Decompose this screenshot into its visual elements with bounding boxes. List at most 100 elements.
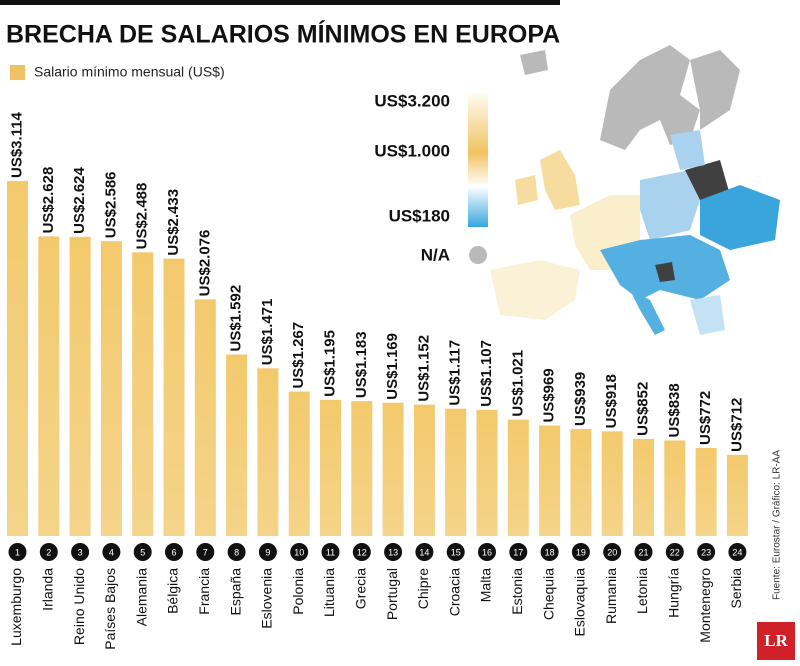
rank-badge: [8, 543, 27, 561]
rank-label: 19: [576, 547, 586, 557]
bar: [351, 401, 373, 536]
value-label: US$3.114: [8, 111, 25, 178]
rank-label: 8: [234, 547, 239, 557]
map-legend-gradient: [468, 92, 488, 227]
value-label: US$852: [634, 382, 651, 436]
rank-label: 5: [140, 547, 145, 557]
rank-badge: [384, 543, 403, 561]
value-label: US$918: [603, 374, 620, 428]
bar: [507, 419, 529, 536]
bar: [570, 428, 592, 536]
bar: [288, 391, 310, 536]
bar: [38, 236, 60, 536]
rank-badge: [728, 543, 747, 561]
bar: [601, 431, 623, 536]
rank-label: 22: [670, 547, 680, 557]
value-label: US$2.628: [40, 167, 57, 234]
bar: [194, 299, 216, 536]
rank-label: 17: [513, 547, 523, 557]
map: [490, 45, 780, 335]
rank-label: 13: [388, 547, 398, 557]
rank-badge: [540, 543, 559, 561]
rank-badge: [478, 543, 496, 561]
bar: [7, 181, 28, 536]
x-tick-label: Países Bajos: [102, 568, 118, 650]
rank-badge: [196, 543, 215, 561]
bar: [320, 399, 341, 536]
rank-label: 18: [545, 547, 555, 557]
rank-badge: [227, 543, 246, 561]
bar: [132, 252, 154, 537]
map-iberia: [490, 260, 580, 320]
value-label: US$838: [666, 383, 683, 437]
value-label: US$712: [728, 398, 745, 452]
rank-badge: [165, 543, 183, 561]
rank-badge: [697, 543, 716, 561]
x-tick-label: Croacia: [446, 568, 462, 616]
rank-label: 6: [171, 547, 176, 557]
x-tick-label: Malta: [478, 568, 494, 602]
map-legend-label: US$3.200: [374, 91, 450, 110]
rank-badge: [446, 543, 465, 561]
rank-badge: [258, 543, 277, 561]
bar: [726, 454, 748, 536]
map-ukraine: [700, 185, 780, 250]
bar: [69, 236, 91, 536]
bar: [664, 440, 686, 536]
bar: [382, 402, 404, 536]
rank-label: 20: [607, 547, 617, 557]
value-label: US$772: [697, 391, 714, 445]
x-tick-label: Eslovenia: [259, 568, 275, 629]
x-tick-label: Grecia: [353, 568, 369, 609]
map-legend-label: US$1.000: [374, 141, 450, 160]
value-label: US$1.592: [228, 285, 245, 352]
x-tick-label: Francia: [196, 568, 212, 615]
value-label: US$1.183: [353, 331, 370, 398]
map-iceland: [520, 50, 548, 75]
rank-label: 21: [638, 547, 648, 557]
chart-title: BRECHA DE SALARIOS MÍNIMOS EN EUROPA: [6, 20, 560, 49]
value-label: US$2.488: [134, 183, 151, 250]
bar: [539, 425, 561, 536]
map-belarus: [685, 160, 730, 200]
map-ireland: [515, 175, 538, 205]
value-label: US$1.471: [259, 299, 276, 366]
rank-badge: [665, 543, 684, 561]
x-tick-label: Lituania: [321, 568, 337, 617]
rank-label: 11: [326, 547, 335, 557]
x-tick-label: Portugal: [384, 568, 400, 620]
value-label: US$2.624: [71, 166, 88, 233]
rank-badge: [603, 543, 622, 561]
legend-swatch: [10, 65, 25, 80]
map-scandinavia: [600, 45, 700, 150]
rank-label: 23: [701, 547, 711, 557]
bar: [163, 258, 185, 536]
bar: [100, 241, 122, 537]
rank-label: 4: [109, 547, 114, 557]
x-tick-label: Eslovaquia: [572, 568, 588, 637]
map-legend-na: [469, 246, 487, 264]
rank-label: 2: [46, 547, 51, 557]
rank-label: 16: [482, 547, 492, 557]
logo: LR: [764, 631, 788, 650]
rank-badge: [352, 543, 371, 561]
rank-label: 24: [732, 547, 742, 557]
legend-label: Salario mínimo mensual (US$): [34, 64, 225, 80]
bar: [445, 408, 467, 536]
value-label: US$1.195: [321, 330, 338, 397]
rank-label: 7: [203, 547, 208, 557]
rank-label: 9: [265, 547, 270, 557]
bar: [413, 404, 435, 536]
x-tick-label: Luxemburgo: [8, 568, 24, 646]
value-label: US$1.152: [415, 335, 432, 402]
rank-badge: [571, 543, 590, 561]
bar: [695, 447, 717, 536]
value-label: US$1.117: [447, 340, 464, 406]
value-label: US$1.021: [509, 350, 526, 417]
x-tick-label: Chequia: [540, 568, 556, 620]
map-central: [640, 170, 700, 240]
rank-label: 10: [294, 547, 304, 557]
rank-label: 14: [419, 547, 429, 557]
value-label: US$1.267: [290, 322, 307, 389]
